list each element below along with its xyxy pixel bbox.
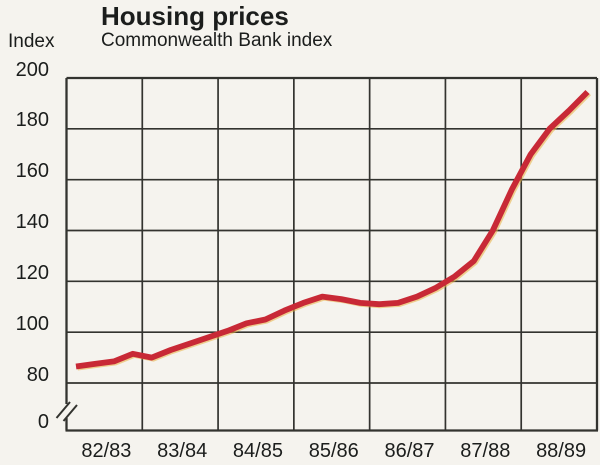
axis-break-icon xyxy=(55,401,71,419)
x-tick-label: 82/83 xyxy=(81,440,132,462)
chart-title: Housing prices xyxy=(101,1,289,31)
y-tick-label: 80 xyxy=(26,363,49,386)
y-tick-label: 200 xyxy=(15,58,49,81)
y-tick-label-zero: 0 xyxy=(37,410,49,433)
chart-subtitle: Commonwealth Bank index xyxy=(101,30,333,51)
x-tick-label: 85/86 xyxy=(308,440,359,462)
x-tick-label: 88/89 xyxy=(536,440,587,462)
x-tick-label: 87/88 xyxy=(460,440,511,462)
y-tick-label: 140 xyxy=(15,211,49,233)
x-tick-label: 86/87 xyxy=(384,440,435,462)
y-tick-label: 180 xyxy=(15,109,49,132)
x-tick-label: 83/84 xyxy=(157,440,208,462)
x-tick-label: 84/85 xyxy=(232,440,283,462)
y-axis-unit-label: Index xyxy=(8,31,55,52)
y-tick-label: 100 xyxy=(15,312,49,335)
y-tick-label: 160 xyxy=(15,160,49,183)
y-tick-label: 120 xyxy=(15,261,49,284)
housing-price-line xyxy=(75,89,590,370)
axis-break-icon xyxy=(62,404,78,422)
